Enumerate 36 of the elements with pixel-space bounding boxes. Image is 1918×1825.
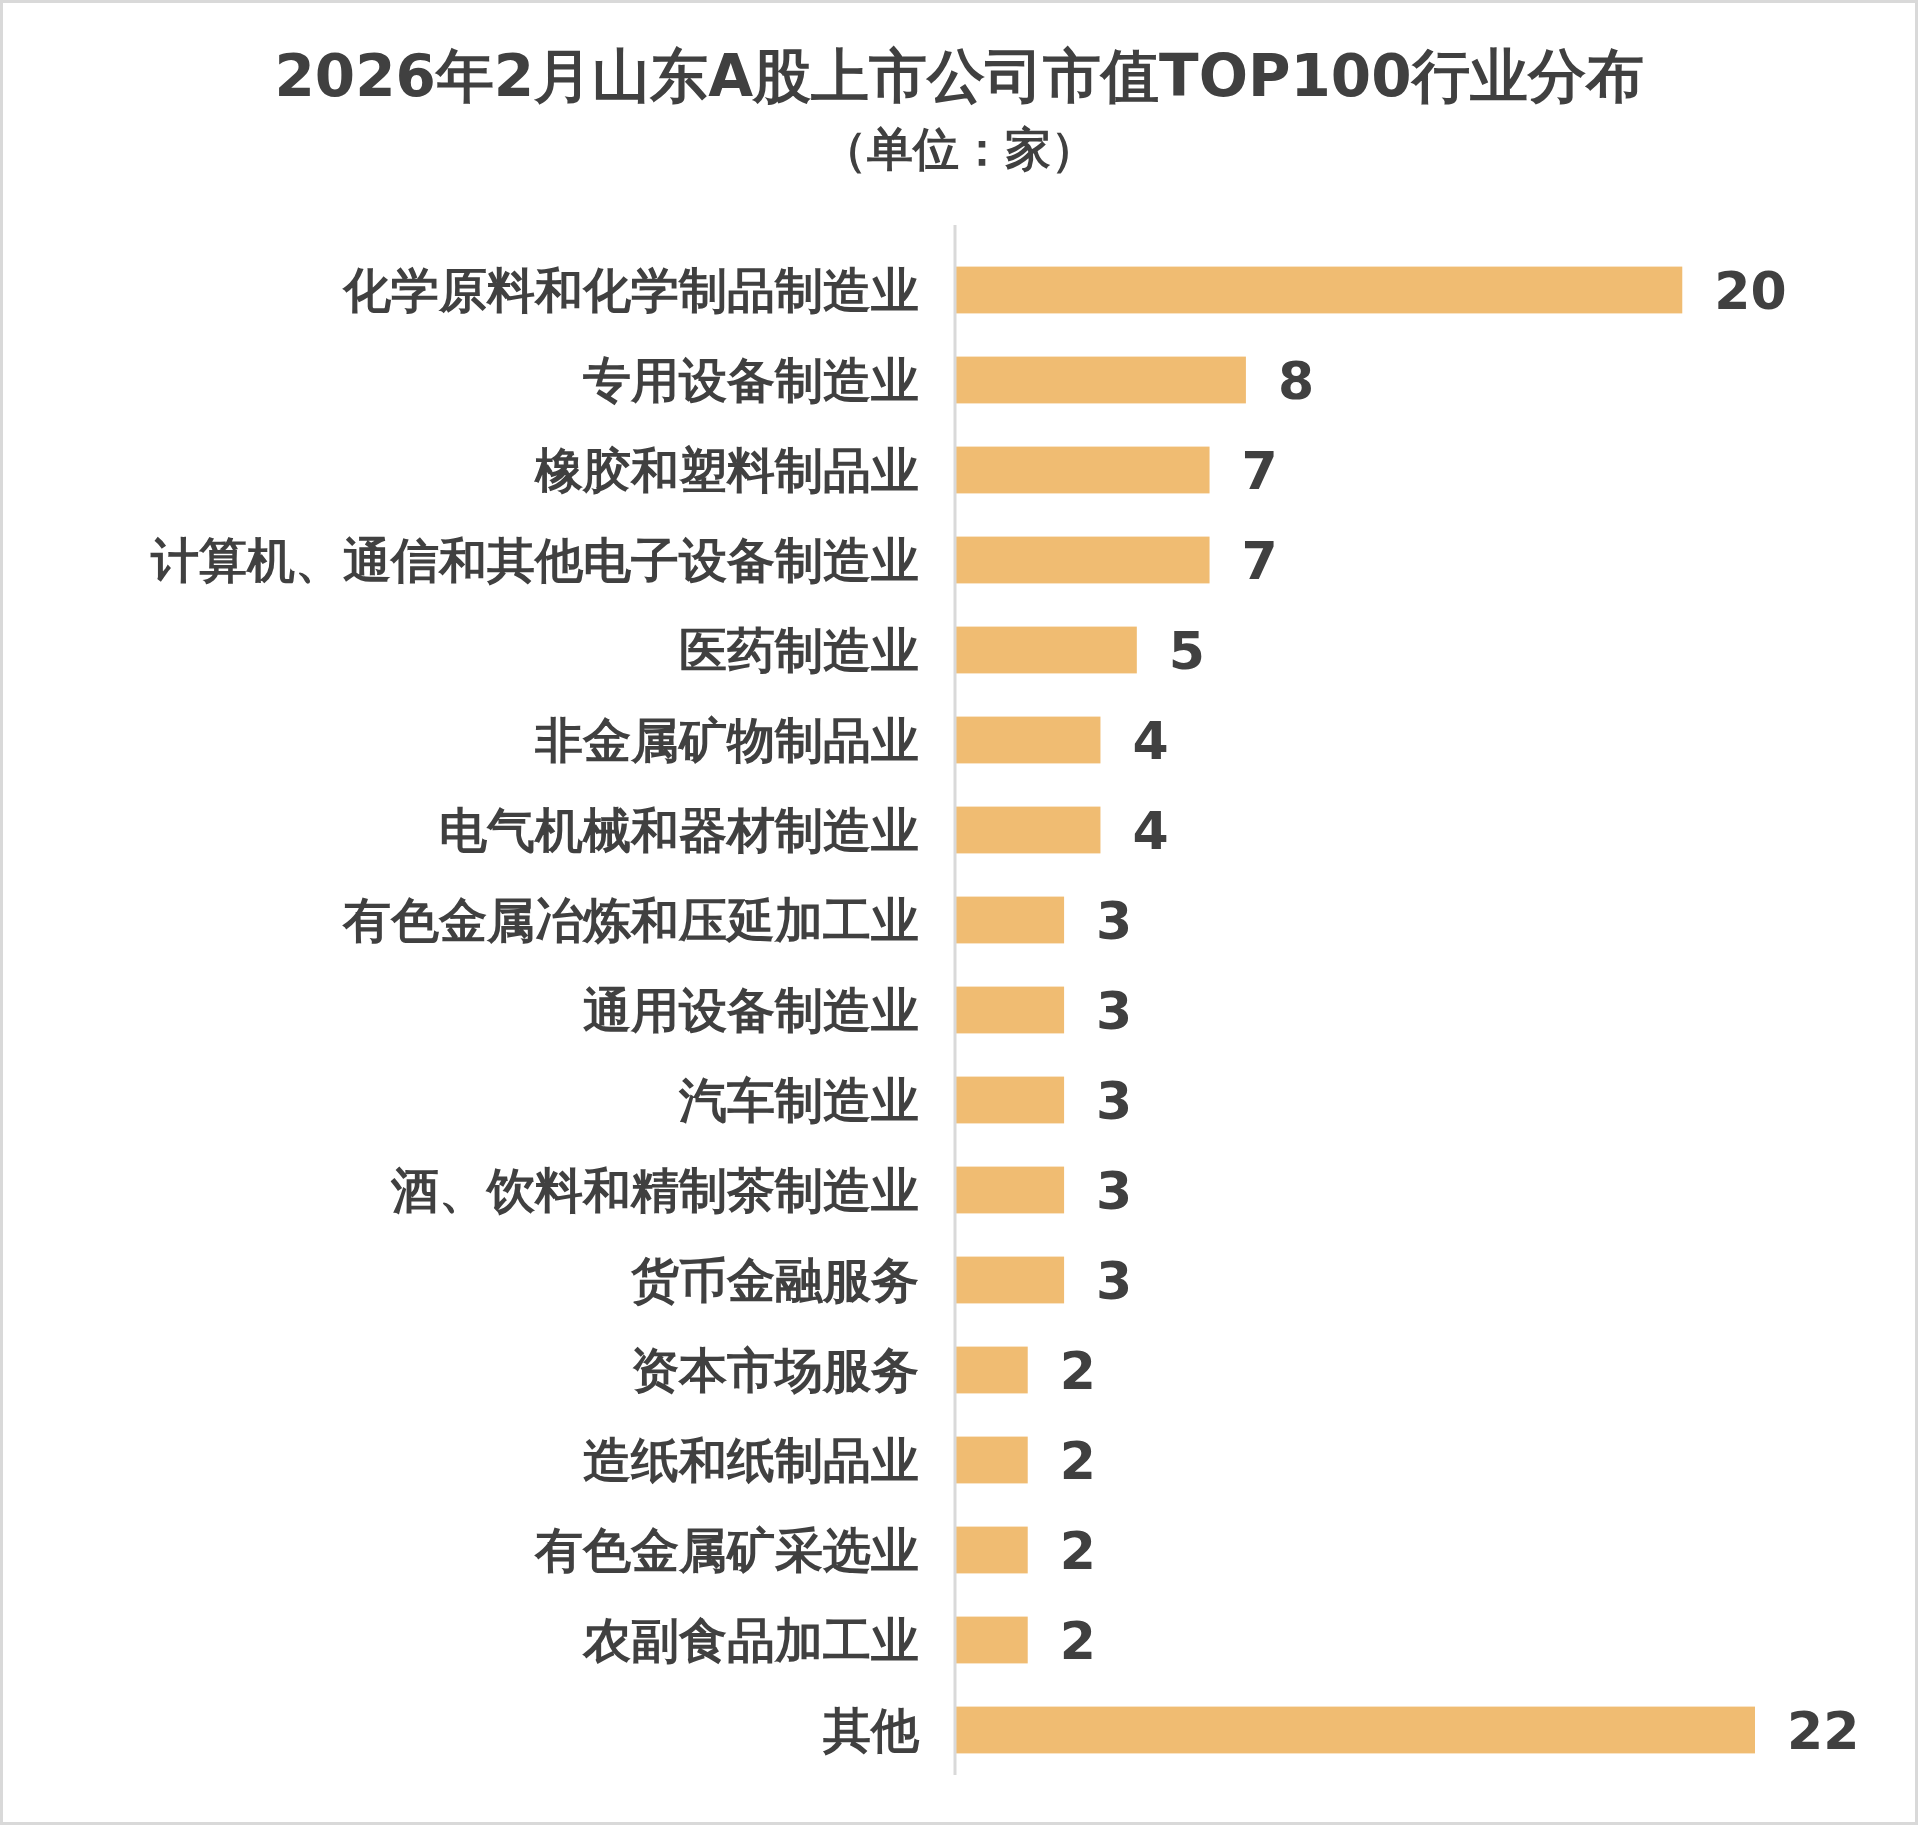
data-label: 2: [1059, 1521, 1096, 1581]
subtitle: （单位：家）: [821, 122, 1097, 176]
data-label: 22: [1787, 1701, 1860, 1761]
category: 电气机械和器材制造业: [439, 802, 919, 858]
category: 造纸和纸制品业: [583, 1432, 919, 1488]
category: 计算机、通信和其他电子设备制造业: [151, 532, 919, 588]
category: 有色金属矿采选业: [535, 1522, 919, 1578]
data-label: 3: [1096, 981, 1133, 1041]
data-label: 5: [1168, 621, 1205, 681]
data-label: 7: [1241, 441, 1278, 501]
category: 橡胶和塑料制品业: [535, 442, 919, 498]
category: 有色金属冶炼和压延加工业: [343, 892, 919, 948]
data-label: 7: [1241, 531, 1278, 591]
data-label: 2: [1059, 1431, 1096, 1491]
category: 货币金融服务: [631, 1252, 919, 1308]
data-label: 20: [1714, 261, 1787, 321]
category: 酒、饮料和精制茶制造业: [391, 1162, 919, 1218]
data-label: 4: [1132, 801, 1169, 861]
data-label: 3: [1096, 1071, 1133, 1131]
category: 专用设备制造业: [583, 352, 919, 408]
data-label: 2: [1059, 1611, 1096, 1671]
category: 医药制造业: [679, 622, 919, 678]
category: 汽车制造业: [679, 1072, 919, 1128]
data-label: 4: [1132, 711, 1169, 771]
title: 2026年2月山东A股上市公司市值TOP100行业分布: [274, 42, 1644, 110]
data-label: 2: [1059, 1341, 1096, 1401]
category: 通用设备制造业: [583, 982, 919, 1038]
category: 资本市场服务: [631, 1342, 919, 1398]
category: 其他: [823, 1702, 919, 1758]
category: 非金属矿物制品业: [535, 712, 919, 768]
category: 化学原料和化学制品制造业: [343, 262, 919, 318]
data-label: 3: [1096, 891, 1133, 951]
data-label: 8: [1277, 351, 1315, 411]
data-label: 3: [1096, 1251, 1133, 1311]
data-label: 3: [1096, 1161, 1133, 1221]
category: 农副食品加工业: [583, 1612, 919, 1668]
